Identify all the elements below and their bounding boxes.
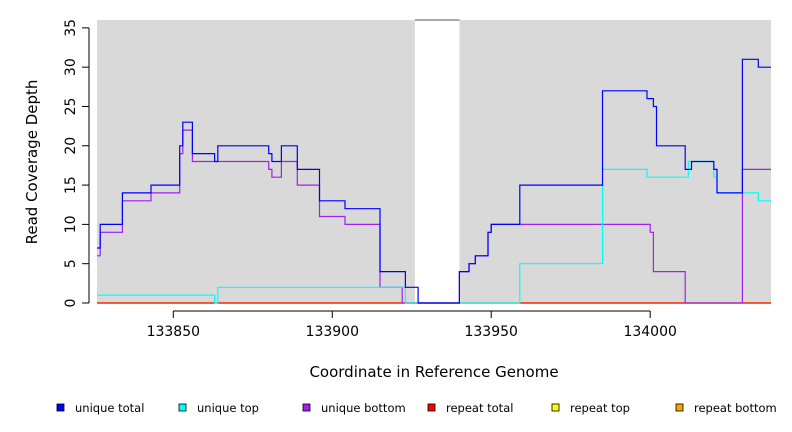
y-tick-label: 35 [63, 19, 79, 37]
x-tick-label: 134000 [623, 324, 676, 340]
y-axis: 0 5 10 15 20 25 30 35 [63, 19, 90, 308]
plot-background [97, 19, 771, 303]
x-tick-label: 133900 [306, 324, 359, 340]
legend-item: repeat total [427, 401, 513, 415]
y-tick-label: 0 [63, 299, 79, 308]
legend-swatch [551, 403, 560, 412]
y-tick-label: 15 [63, 176, 79, 194]
legend-swatch [178, 403, 187, 412]
legend-swatch [56, 403, 65, 412]
y-tick-label: 30 [63, 58, 79, 76]
legend-label: unique total [75, 401, 144, 415]
legend-swatch [302, 403, 311, 412]
legend-item: unique bottom [302, 401, 406, 415]
legend-item: repeat top [551, 401, 630, 415]
series-line-unique-total [97, 58, 771, 304]
legend-label: repeat bottom [694, 401, 777, 415]
legend-label: unique bottom [321, 401, 406, 415]
legend-swatch [675, 403, 684, 412]
x-axis: 133850 133900 133950 134000 [147, 310, 677, 340]
y-tick-label: 10 [63, 215, 79, 233]
y-tick-label: 20 [63, 137, 79, 155]
legend-swatch [427, 403, 436, 412]
x-tick-label: 133850 [147, 324, 200, 340]
y-axis-label: Read Coverage Depth [23, 80, 41, 245]
legend-item: repeat bottom [675, 401, 777, 415]
legend-label: repeat total [446, 401, 513, 415]
legend-item: unique top [178, 401, 259, 415]
coverage-region [459, 20, 771, 303]
legend-label: repeat top [570, 401, 630, 415]
y-tick-label: 25 [63, 98, 79, 116]
series-layer [97, 58, 771, 304]
x-tick-label: 133950 [464, 324, 517, 340]
legend: unique total unique top unique bottom repea… [56, 401, 777, 415]
y-tick-label: 5 [63, 259, 79, 268]
legend-item: unique total [56, 401, 144, 415]
legend-label: unique top [197, 401, 259, 415]
x-axis-label: Coordinate in Reference Genome [309, 363, 558, 381]
